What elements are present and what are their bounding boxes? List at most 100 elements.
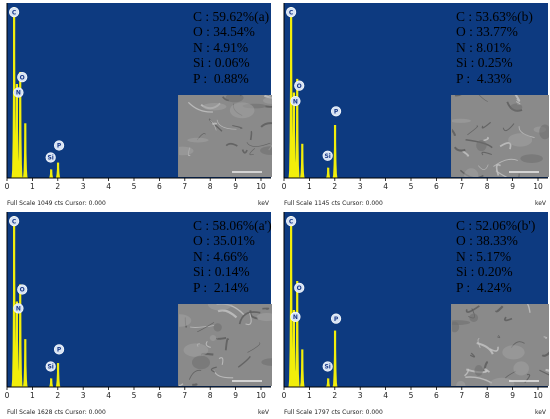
separator: :	[204, 55, 215, 71]
svg-text:Si: Si	[47, 364, 53, 371]
x-tick-label-8: 8	[485, 182, 490, 191]
svg-text:C: C	[12, 9, 17, 16]
x-tick-label-1: 1	[307, 391, 312, 400]
element-percent: 2.14%	[213, 279, 249, 295]
separator: :	[200, 279, 214, 295]
x-tick-label-8: 8	[208, 391, 213, 400]
element-percent: 0.14%	[214, 264, 250, 280]
svg-text:O: O	[20, 74, 25, 81]
peak-label-o: O	[17, 72, 28, 83]
composition-row-p: P : 0.88%	[193, 71, 269, 86]
x-tick-label-3: 3	[81, 182, 86, 191]
x-tick-label-8: 8	[485, 391, 490, 400]
composition-row-c: C : 53.63%(b)	[456, 9, 533, 24]
peak-label-n: N	[13, 87, 24, 98]
x-axis-unit: keV	[535, 200, 547, 207]
panel-label: (b')	[517, 218, 536, 233]
separator: :	[202, 24, 214, 40]
x-tick-label-1: 1	[307, 182, 312, 191]
separator: :	[465, 233, 477, 249]
x-tick-label-7: 7	[182, 391, 187, 400]
x-tick-label-8: 8	[208, 182, 213, 191]
element-symbol: P	[456, 279, 464, 295]
element-percent: 4.91%	[213, 39, 249, 55]
element-symbol: Si	[193, 264, 205, 280]
separator: :	[463, 70, 477, 86]
element-percent: 35.01%	[213, 233, 255, 249]
element-symbol: O	[456, 233, 466, 249]
x-axis-unit: keV	[258, 409, 270, 416]
svg-text:N: N	[293, 98, 298, 105]
edx-panel-b: C O N Si P 0 1 2 3 4 5 6 7 8 9 10 Full Scale 1145 cts Cu…	[280, 3, 549, 208]
x-tick-label-0: 0	[282, 391, 287, 400]
element-percent: 4.24%	[476, 279, 512, 295]
x-tick-label-3: 3	[81, 391, 86, 400]
composition-row-n: N : 5.17%	[456, 249, 535, 264]
x-axis-unit: keV	[258, 200, 270, 207]
composition-row-p: P : 4.24%	[456, 280, 535, 295]
peak-label-n: N	[290, 311, 301, 322]
x-tick-label-4: 4	[106, 391, 111, 400]
element-symbol: N	[193, 39, 203, 55]
x-tick-label-6: 6	[434, 391, 439, 400]
peak-label-o: O	[17, 284, 28, 295]
x-tick-label-7: 7	[182, 182, 187, 191]
svg-text:O: O	[20, 287, 25, 294]
svg-text:Si: Si	[324, 153, 330, 160]
x-tick-label-4: 4	[383, 391, 388, 400]
svg-text:P: P	[334, 316, 339, 323]
peak-label-si: Si	[322, 361, 333, 372]
x-tick-label-9: 9	[233, 391, 238, 400]
composition-row-p: P : 4.33%	[456, 71, 533, 86]
svg-text:N: N	[293, 314, 298, 321]
element-percent: 59.62%	[212, 9, 255, 24]
svg-text:Si: Si	[324, 364, 330, 371]
composition-list: C : 58.06%(a') O : 35.01% N : 4.66% Si : 0.…	[193, 218, 272, 295]
svg-text:C: C	[12, 218, 17, 225]
panel-label: (a)	[254, 9, 270, 24]
separator: :	[202, 248, 214, 264]
x-tick-label-1: 1	[30, 182, 35, 191]
composition-list: C : 59.62%(a) O : 34.54% N : 4.91% Si : 0.0…	[193, 9, 269, 86]
composition-row-c: C : 59.62%(a)	[193, 9, 269, 24]
peak-label-n: N	[13, 303, 24, 314]
element-symbol: O	[456, 24, 466, 40]
separator: :	[465, 39, 477, 55]
element-percent: 53.63%	[475, 9, 518, 24]
x-tick-label-6: 6	[157, 391, 162, 400]
sem-micrograph	[451, 304, 549, 386]
element-percent: 52.06%	[475, 218, 518, 233]
composition-row-si: Si : 0.25%	[456, 55, 533, 70]
peak-label-o: O	[294, 282, 305, 293]
separator: :	[465, 218, 476, 233]
element-symbol: Si	[456, 264, 468, 280]
composition-row-n: N : 4.66%	[193, 249, 272, 264]
panel-label: (b)	[517, 9, 533, 24]
x-tick-label-10: 10	[533, 182, 543, 191]
panel-label: (a')	[254, 218, 272, 233]
element-percent: 4.66%	[213, 248, 249, 264]
x-tick-label-0: 0	[282, 182, 287, 191]
x-axis-unit: keV	[535, 409, 547, 416]
x-tick-label-2: 2	[55, 391, 60, 400]
x-tick-label-7: 7	[459, 182, 464, 191]
x-tick-label-4: 4	[106, 182, 111, 191]
peak-label-si: Si	[322, 150, 333, 161]
element-percent: 0.20%	[477, 264, 513, 280]
full-scale-readout: Full Scale 1145 cts Cursor: 0.000	[284, 200, 383, 207]
element-symbol: N	[456, 39, 466, 55]
x-tick-label-3: 3	[358, 391, 363, 400]
element-percent: 34.54%	[213, 24, 255, 40]
edx-panel-a-prime: C O N Si P 0 1 2 3 4 5 6 7 8 9 10 Full Scale 1628 cts Cu…	[3, 212, 272, 417]
composition-row-o: O : 38.33%	[456, 233, 535, 248]
separator: :	[202, 218, 213, 233]
peak-label-c: C	[286, 216, 297, 227]
svg-text:O: O	[297, 83, 302, 90]
element-percent: 33.77%	[476, 24, 518, 40]
peak-label-si: Si	[45, 361, 56, 372]
composition-row-c: C : 58.06%(a')	[193, 218, 272, 233]
x-tick-label-10: 10	[256, 182, 266, 191]
element-symbol: P	[193, 70, 201, 86]
separator: :	[202, 233, 214, 249]
x-tick-label-0: 0	[5, 182, 10, 191]
